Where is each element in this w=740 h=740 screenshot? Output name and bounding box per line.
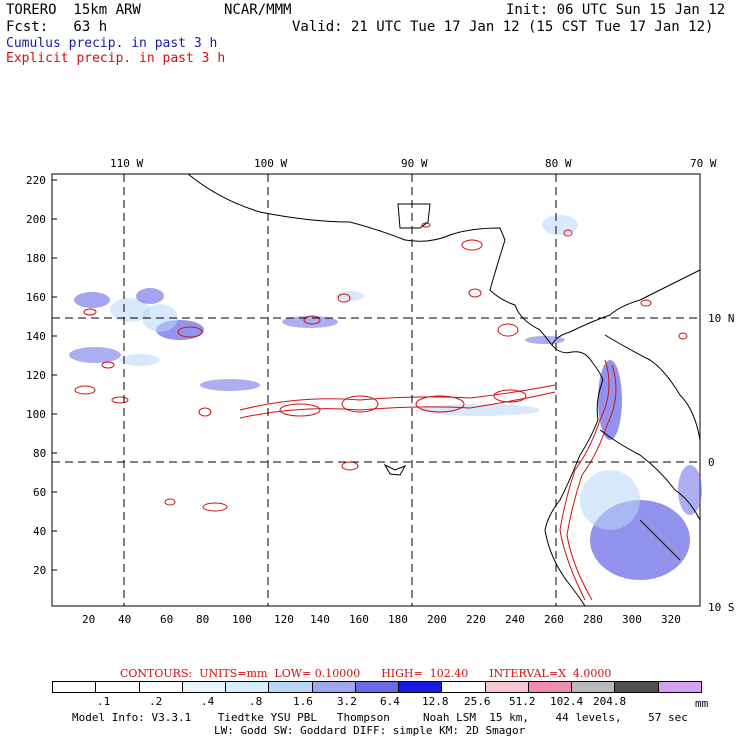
colorbar-units: mm (695, 697, 709, 710)
colorbar-bin (139, 682, 183, 692)
explicit-precip (74, 222, 688, 601)
lat-label-10n: 10 N (708, 312, 735, 325)
y-tick: 120 (26, 369, 46, 382)
forecast-hour: Fcst: 63 h (6, 19, 108, 35)
colorbar-label: 6.4 (380, 695, 400, 708)
colorbar-bin (269, 682, 313, 692)
x-tick: 260 (544, 613, 564, 626)
y-tick: 20 (33, 564, 47, 577)
org-label: NCAR/MMM (224, 2, 292, 18)
init-time: Init: 06 UTC Sun 15 Jan 12 (506, 2, 726, 18)
physics-info: LW: Godd SW: Goddard DIFF: simple KM: 2D… (214, 724, 526, 737)
lon-label-90w: 90 W (401, 157, 428, 170)
x-tick: 320 (661, 613, 681, 626)
contour-info: CONTOURS: UNITS=mm LOW= 0.10000 HIGH= 10… (120, 667, 612, 680)
y-tick: 100 (26, 408, 46, 421)
colorbar-label: 25.6 (464, 695, 491, 708)
lon-label-100w: 100 W (254, 157, 288, 170)
cumulus-precip (69, 215, 702, 580)
x-tick: 80 (196, 613, 210, 626)
y-tick: 160 (26, 291, 46, 304)
colorbar-bin (399, 682, 443, 692)
valid-time: Valid: 21 UTC Tue 17 Jan 12 (15 CST Tue … (292, 19, 714, 35)
y-tick: 140 (26, 330, 46, 343)
x-tick: 180 (388, 613, 408, 626)
coastlines (187, 173, 701, 607)
x-tick: 160 (349, 613, 369, 626)
graticule (52, 174, 700, 606)
x-tick: 100 (232, 613, 252, 626)
colorbar-bin (312, 682, 356, 692)
lat-label-0: 0 (708, 456, 715, 469)
colorbar-bin (96, 682, 140, 692)
x-tick: 300 (622, 613, 642, 626)
colorbar-bin (572, 682, 616, 692)
x-tick: 220 (466, 613, 486, 626)
colorbar-label: .8 (249, 695, 263, 708)
x-tick: 120 (274, 613, 294, 626)
colorbar-label: 51.2 (509, 695, 536, 708)
colorbar-bin (442, 682, 486, 692)
model-info: Model Info: V3.3.1 Tiedtke YSU PBL Thomp… (72, 711, 688, 724)
colorbar-label: .1 (97, 695, 111, 708)
lat-label-10s: 10 S (708, 601, 735, 614)
colorbar-label: 12.8 (422, 695, 449, 708)
x-tick: 200 (427, 613, 447, 626)
colorbar (52, 681, 702, 693)
colorbar-label: 1.6 (293, 695, 313, 708)
colorbar-bin (485, 682, 529, 692)
x-tick: 60 (160, 613, 174, 626)
legend-explicit: Explicit precip. in past 3 h (6, 51, 226, 66)
colorbar-label: 204.8 (593, 695, 627, 708)
x-tick: 140 (310, 613, 330, 626)
y-tick: 40 (33, 525, 47, 538)
x-tick: 20 (82, 613, 96, 626)
colorbar-label: .4 (201, 695, 215, 708)
colorbar-bin (53, 682, 97, 692)
y-tick: 220 (26, 174, 46, 187)
y-tick: 60 (33, 486, 47, 499)
lon-label-80w: 80 W (545, 157, 572, 170)
colorbar-bin (615, 682, 659, 692)
colorbar-label: .2 (149, 695, 163, 708)
colorbar-bin (355, 682, 400, 692)
legend-cumulus: Cumulus precip. in past 3 h (6, 36, 218, 51)
colorbar-bin (182, 682, 227, 692)
lon-label-110w: 110 W (110, 157, 144, 170)
colorbar-label: 3.2 (337, 695, 357, 708)
x-tick: 280 (583, 613, 603, 626)
y-tick: 80 (33, 447, 47, 460)
model-title: TORERO 15km ARW (6, 2, 141, 18)
colorbar-bin (658, 682, 701, 692)
colorbar-label: 102.4 (550, 695, 584, 708)
y-tick: 200 (26, 213, 46, 226)
y-tick: 180 (26, 252, 46, 265)
colorbar-bin (226, 682, 270, 692)
colorbar-bin (528, 682, 573, 692)
lon-label-70w: 70 W (690, 157, 717, 170)
x-tick: 240 (505, 613, 525, 626)
x-tick: 40 (118, 613, 132, 626)
